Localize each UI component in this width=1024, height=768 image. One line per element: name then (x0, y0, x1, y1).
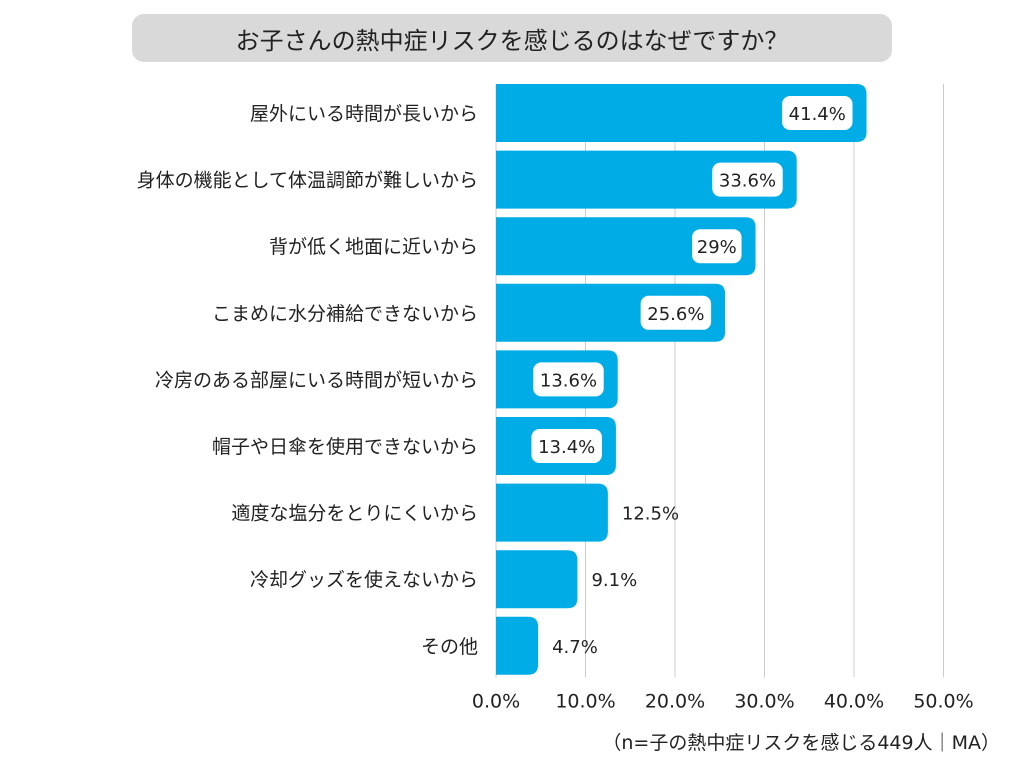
x-tick-label: 20.0% (645, 690, 705, 712)
value-label: 4.7% (552, 637, 598, 658)
value-label-box (533, 362, 604, 397)
category-label: 帽子や日傘を使用できないから (212, 436, 478, 458)
bar-2 (496, 217, 756, 276)
category-label: こまめに水分補給できないから (212, 303, 478, 325)
value-label: 29% (697, 237, 737, 258)
value-label: 25.6% (647, 304, 704, 325)
value-label-box (712, 162, 783, 197)
footnote: （n=子の熱中症リスクを感じる449人｜MA） (602, 732, 1000, 754)
x-tick-label: 0.0% (472, 690, 520, 712)
bar-8 (496, 616, 539, 675)
category-label: 背が低く地面に近いから (269, 236, 478, 258)
x-tick-label: 10.0% (555, 690, 615, 712)
category-label: 身体の機能として体温調節が難しいから (137, 170, 478, 192)
value-label: 41.4% (789, 104, 846, 125)
bar-7 (496, 550, 578, 609)
value-label: 13.4% (538, 437, 595, 458)
value-label: 12.5% (622, 504, 679, 525)
category-label: 冷却グッズを使えないから (250, 569, 478, 591)
bar-0 (496, 84, 867, 142)
category-label: 冷房のある部屋にいる時間が短いから (155, 369, 478, 391)
value-label: 33.6% (719, 171, 776, 192)
value-label: 13.6% (540, 370, 597, 391)
category-label: その他 (421, 636, 478, 658)
x-tick-label: 50.0% (913, 690, 973, 712)
bar-6 (496, 483, 608, 542)
x-tick-label: 30.0% (734, 690, 794, 712)
value-label-box (640, 295, 712, 330)
x-tick-label: 40.0% (824, 690, 884, 712)
value-label-box (692, 229, 742, 264)
chart-title: お子さんの熱中症リスクを感じるのはなぜですか？ (132, 14, 892, 62)
value-label-box (782, 96, 853, 130)
category-label: 屋外にいる時間が長いから (250, 103, 478, 125)
category-label: 適度な塩分をとりにくいから (231, 503, 478, 525)
value-label: 9.1% (591, 570, 637, 591)
value-label-box (531, 429, 602, 463)
